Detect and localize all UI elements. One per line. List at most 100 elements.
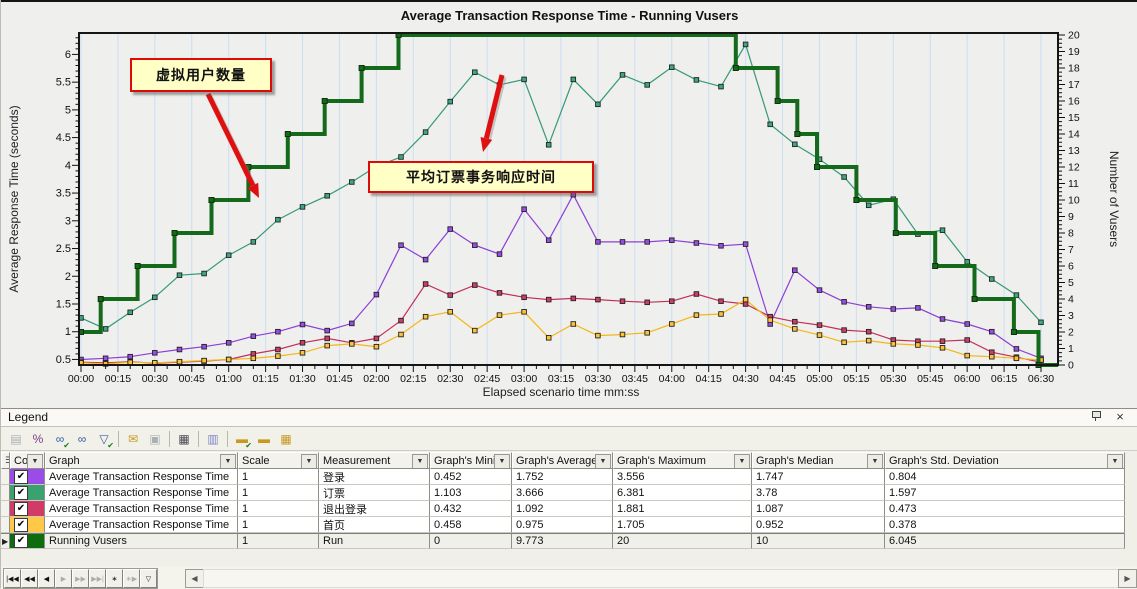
grid-cell[interactable]: 1.747 [752,469,885,485]
grid-menu-icon[interactable]: ☰ [5,455,9,466]
filter-measurements-icon[interactable]: ▽ ✔ [99,431,114,450]
grid-cell[interactable]: 1.092 [512,501,613,517]
grid-cell[interactable]: Running Vusers [45,533,238,549]
grid-cell[interactable]: Average Transaction Response Time [45,485,238,501]
grid-cell[interactable]: 6.045 [885,533,1125,549]
grid-cell[interactable]: 3.556 [613,469,752,485]
check-overlay-icon: ✔ [107,440,114,450]
grid-cell[interactable]: 0.952 [752,517,885,533]
grid-cell[interactable]: 0.432 [430,501,512,517]
grid-cell[interactable]: 1 [238,517,319,533]
grid-cell[interactable]: 1.705 [613,517,752,533]
column-header[interactable]: Graph's Median ▼ [752,452,885,469]
column-filter-dropdown-icon[interactable]: ▼ [220,454,236,468]
column-filter-dropdown-icon[interactable]: ▼ [494,454,510,468]
auto-size-columns-icon[interactable]: ▥ [207,431,219,446]
column-header[interactable]: Measurement ▼ [319,452,430,469]
column-filter-dropdown-icon[interactable]: ▼ [27,454,43,468]
series-visible-checkbox[interactable]: ✔ [14,534,28,548]
legend-table-row[interactable]: ▶ ✔ Running Vusers 1 Run 0 9.773 20 10 6.045 [1,533,1137,549]
series-visible-checkbox[interactable]: ✔ [14,501,28,516]
annotation-vusers-count[interactable]: 虚拟用户数量 [130,58,272,92]
show-ruler-icon[interactable]: ▬ ✔ [236,431,252,450]
column-header[interactable]: Graph ▼ [45,452,238,469]
grid-cell[interactable]: 1 [238,501,319,517]
grid-cell[interactable]: Run [319,533,430,549]
grid-cell[interactable]: Average Transaction Response Time [45,501,238,517]
grid-cell[interactable]: 1 [238,469,319,485]
series-visible-checkbox[interactable]: ✔ [14,485,28,500]
svg-text:5: 5 [1068,277,1074,289]
prior-record-button[interactable]: ◀ [38,569,55,588]
grid-cell[interactable]: 0.804 [885,469,1125,485]
grid-cell[interactable]: 1.103 [430,485,512,501]
series-visible-checkbox[interactable]: ✔ [14,469,28,484]
hscroll-left-arrow-icon[interactable]: ◀ [185,569,204,588]
grid-cell[interactable]: 退出登录 [319,501,430,517]
annotation-avg-booking-response[interactable]: 平均订票事务响应时间 [368,161,594,193]
svg-text:8: 8 [1068,228,1074,240]
legend-table-row[interactable]: ✔ Average Transaction Response Time 1 退出登录 0… [1,501,1137,517]
column-header[interactable]: Col ▼ [10,452,45,469]
grid-cell[interactable]: 3.666 [512,485,613,501]
animated-graph-icon[interactable]: ▦ [178,431,190,446]
column-header[interactable]: Graph's Average ▼ [512,452,613,469]
grid-cell[interactable]: 3.78 [752,485,885,501]
fast-rewind-button[interactable]: ◀◀ [21,569,38,588]
chart-canvas[interactable]: 00:00 00:15 00:30 00:45 01:00 01:15 01:30 01:45… [1,2,1137,409]
legend-table-row[interactable]: ✔ Average Transaction Response Time 1 订票 1.1… [1,485,1137,501]
grid-settings-icon[interactable]: ▦ [280,431,292,446]
show-measurements-icon[interactable]: ∞ ✔ [55,431,70,450]
append-record-button: ∗▶ [123,569,140,588]
measure-icon[interactable]: ▬ [258,431,270,446]
grid-cell[interactable]: 6.381 [613,485,752,501]
row-indicator-header[interactable]: ☰ [1,452,10,469]
filter-records-button[interactable]: ▽ [140,569,157,588]
svg-text:04:45: 04:45 [769,373,795,385]
column-header[interactable]: Scale ▼ [238,452,319,469]
hscroll-right-arrow-icon[interactable]: ▶ [1118,569,1137,588]
hscroll-track[interactable] [203,569,1119,588]
grid-cell[interactable]: 1.597 [885,485,1125,501]
grid-cell[interactable]: 1.752 [512,469,613,485]
insert-record-button[interactable]: ∗ [106,569,123,588]
configure-measurements-icon[interactable]: % [32,431,44,446]
pin-icon[interactable] [1088,410,1104,424]
grid-cell[interactable]: 1.087 [752,501,885,517]
column-filter-dropdown-icon[interactable]: ▼ [1107,454,1123,468]
legend-table-row[interactable]: ✔ Average Transaction Response Time 1 首页 0.4… [1,517,1137,533]
column-filter-dropdown-icon[interactable]: ▼ [734,454,750,468]
grid-cell[interactable]: 20 [613,533,752,549]
view-measurements-icon[interactable]: ∞ [77,431,87,446]
grid-cell[interactable]: 1.881 [613,501,752,517]
column-header-label: Col [14,454,31,467]
grid-cell[interactable]: 0 [430,533,512,549]
column-header[interactable]: Graph's Std. Deviation ▼ [885,452,1125,469]
grid-cell[interactable]: Average Transaction Response Time [45,517,238,533]
grid-cell[interactable]: 9.773 [512,533,613,549]
grid-cell[interactable]: 0.378 [885,517,1125,533]
column-filter-dropdown-icon[interactable]: ▼ [595,454,611,468]
grid-cell[interactable]: 0.473 [885,501,1125,517]
column-filter-dropdown-icon[interactable]: ▼ [867,454,883,468]
grid-cell[interactable]: Average Transaction Response Time [45,469,238,485]
column-filter-dropdown-icon[interactable]: ▼ [412,454,428,468]
grid-cell[interactable]: 订票 [319,485,430,501]
grid-cell[interactable]: 0.458 [430,517,512,533]
grid-cell[interactable]: 登录 [319,469,430,485]
first-record-button[interactable]: |◀◀ [4,569,21,588]
column-header[interactable]: Graph's Mini ▼ [430,452,512,469]
grid-cell[interactable]: 0.975 [512,517,613,533]
column-header[interactable]: Graph's Maximum ▼ [613,452,752,469]
legend-table-row[interactable]: ✔ Average Transaction Response Time 1 登录 0.4… [1,469,1137,485]
grid-cell[interactable]: 1 [238,485,319,501]
grid-cell[interactable]: 10 [752,533,885,549]
open-new-graph-icon[interactable]: ✉ [127,431,139,446]
grid-cell[interactable]: 1 [238,533,319,549]
grid-cell[interactable]: 首页 [319,517,430,533]
column-filter-dropdown-icon[interactable]: ▼ [301,454,317,468]
series-visible-checkbox[interactable]: ✔ [14,517,28,532]
close-icon[interactable]: × [1116,409,1124,424]
row-indicator [1,485,10,501]
grid-cell[interactable]: 0.452 [430,469,512,485]
